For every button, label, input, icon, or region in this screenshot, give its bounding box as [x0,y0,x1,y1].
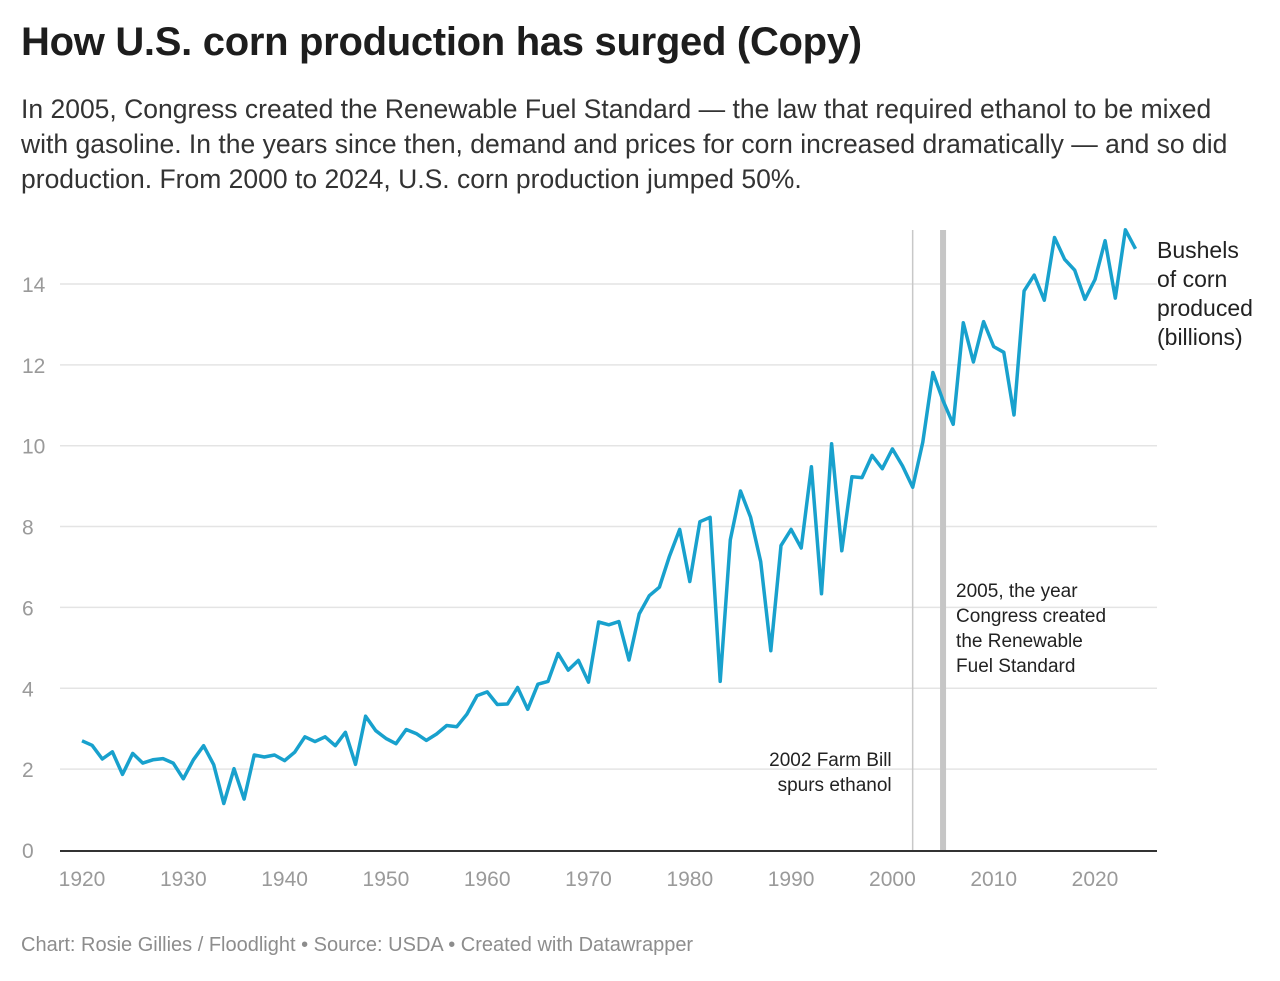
credit-text: Chart: Rosie Gillies / Floodlight [21,934,296,956]
chart-footer: Chart: Rosie Gillies / Floodlight • Sour… [21,934,693,957]
annotation-2005-text: Congress created [956,606,1106,627]
x-tick-label: 2000 [869,868,916,891]
x-tick-label: 1960 [464,868,511,891]
x-tick-label: 1920 [59,868,106,891]
datawrapper-link[interactable]: • Created with Datawrapper [448,934,694,956]
data-line [81,228,1138,806]
x-tick-label: 1950 [363,868,410,891]
annotation-2005-text: Fuel Standard [956,656,1075,677]
y-tick-label: 6 [22,597,34,620]
series-label: produced [1157,295,1253,321]
y-tick-label: 2 [22,759,34,782]
annotation-2002-text: 2002 Farm Bill [769,750,892,771]
series-label: of corn [1157,266,1227,292]
y-tick-label: 8 [22,517,34,540]
annotation-2002-text: spurs ethanol [778,775,892,796]
y-tick-label: 0 [22,840,34,863]
y-tick-label: 12 [22,355,45,378]
x-tick-label: 1990 [768,868,815,891]
y-tick-label: 14 [22,274,46,297]
source-link[interactable]: • Source: USDA [301,934,443,956]
annotation-2005-text: 2005, the year [956,581,1078,602]
x-tick-label: 1930 [160,868,207,891]
chart-subtitle: In 2005, Congress created the Renewable … [21,94,1228,194]
series-label: (billions) [1157,324,1243,350]
y-tick-label: 4 [22,678,34,701]
annotation-2005-text: the Renewable [956,631,1083,652]
x-tick-label: 2010 [970,868,1017,891]
x-tick-label: 2020 [1072,868,1119,891]
y-tick-label: 10 [22,436,45,459]
x-tick-label: 1980 [666,868,713,891]
x-tick-label: 1940 [261,868,308,891]
x-tick-label: 1970 [565,868,612,891]
series-label: Bushels [1157,237,1239,263]
chart-title: How U.S. corn production has surged (Cop… [21,20,862,64]
